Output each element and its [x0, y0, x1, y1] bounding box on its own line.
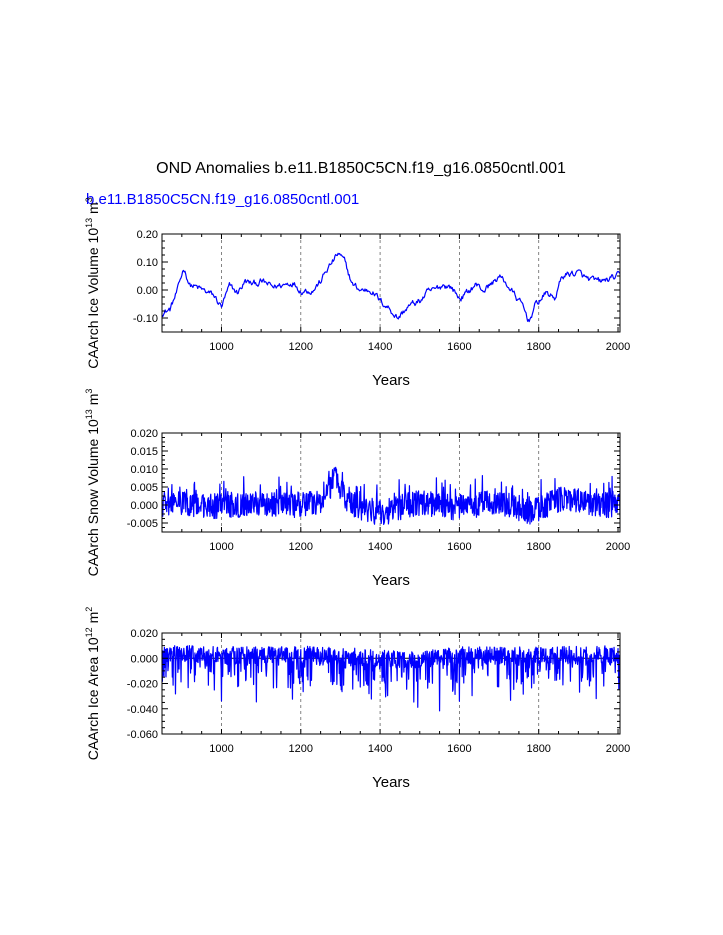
y-axis-label: CAArch Ice Area 1012 m2	[84, 607, 101, 761]
y-tick-label: 0.000	[130, 653, 158, 665]
y-tick-label: 0.000	[130, 500, 158, 512]
y-axis-label-unit-exp: 2	[84, 607, 94, 612]
case-label: b.e11.B1850C5CN.f19_g16.0850cntl.001	[86, 191, 359, 208]
main-title: OND Anomalies b.e11.B1850C5CN.f19_g16.08…	[156, 160, 566, 177]
y-tick-label: -0.020	[127, 679, 158, 691]
chart-panel-3: 1000 1200 1400 1600 1800 2000 -0.060 -0.040 -0.0…	[84, 607, 630, 791]
y-axis-label-text: CAArch Snow Volume 10	[85, 419, 101, 576]
x-tick-label: 1800	[526, 743, 550, 755]
x-tick-label: 1200	[289, 743, 313, 755]
y-axis-label-unit-exp: 3	[84, 197, 94, 202]
y-axis-label-text: CAArch Ice Volume 10	[85, 228, 101, 369]
x-axis-label: Years	[372, 372, 410, 389]
x-tick-label: 1600	[447, 541, 471, 553]
chart-panel-2: 1000 1200 1400 1600 1800 2000 -0.005 0.000 0.005…	[84, 389, 630, 589]
panels-group: 1000 1200 1400 1600 1800 2000 -0.10 0.00 0.10 0.2…	[84, 197, 630, 791]
x-tick-label: 1800	[526, 541, 550, 553]
x-tick-label: 1400	[368, 541, 392, 553]
y-tick-label: 0.020	[130, 428, 158, 440]
y-axis-label: CAArch Snow Volume 1013 m3	[84, 389, 101, 577]
y-axis-label-unit: m	[85, 202, 101, 218]
y-axis-label-exp: 13	[84, 218, 94, 228]
series-line-caarch-ice-area	[162, 645, 620, 712]
y-tick-label: -0.060	[127, 729, 158, 741]
x-tick-label: 1000	[209, 541, 233, 553]
x-tick-label: 2000	[606, 341, 630, 353]
y-axis-label-unit: m	[85, 612, 101, 628]
x-tick-label: 1200	[289, 541, 313, 553]
series-line-caarch-ice-volume	[162, 252, 620, 323]
y-tick-label: 0.00	[137, 285, 158, 297]
x-tick-label: 1200	[289, 341, 313, 353]
y-axis-label-unit-exp: 3	[84, 389, 94, 394]
y-tick-label: 0.020	[130, 628, 158, 640]
x-tick-label: 1400	[368, 743, 392, 755]
plot-frame	[161, 233, 621, 333]
x-tick-label: 1000	[209, 341, 233, 353]
x-tick-label: 1400	[368, 341, 392, 353]
y-tick-label: -0.005	[127, 518, 158, 530]
y-axis-label-exp: 13	[84, 409, 94, 419]
y-axis-label-text: CAArch Ice Area 10	[85, 637, 101, 760]
x-tick-label: 2000	[606, 541, 630, 553]
x-tick-label: 1000	[209, 743, 233, 755]
y-tick-label: 0.015	[130, 446, 158, 458]
y-tick-label: -0.040	[127, 704, 158, 716]
x-tick-label: 1800	[526, 341, 550, 353]
x-tick-label: 2000	[606, 743, 630, 755]
y-tick-label: 0.010	[130, 464, 158, 476]
y-axis-label-unit: m	[85, 394, 101, 410]
y-tick-label: 0.10	[137, 257, 158, 269]
chart-panel-1: 1000 1200 1400 1600 1800 2000 -0.10 0.00 0.10 0.2…	[84, 197, 630, 389]
y-axis-label-exp: 12	[84, 627, 94, 637]
x-axis-label: Years	[372, 572, 410, 589]
y-tick-label: 0.20	[137, 229, 158, 241]
series-line-caarch-snow-volume	[162, 466, 620, 526]
x-tick-label: 1600	[447, 341, 471, 353]
x-tick-label: 1600	[447, 743, 471, 755]
plot-frame	[161, 632, 621, 735]
x-axis-label: Years	[372, 774, 410, 791]
y-axis-label: CAArch Ice Volume 1013 m3	[84, 197, 101, 368]
y-tick-label: 0.005	[130, 482, 158, 494]
y-tick-label: -0.10	[133, 313, 158, 325]
